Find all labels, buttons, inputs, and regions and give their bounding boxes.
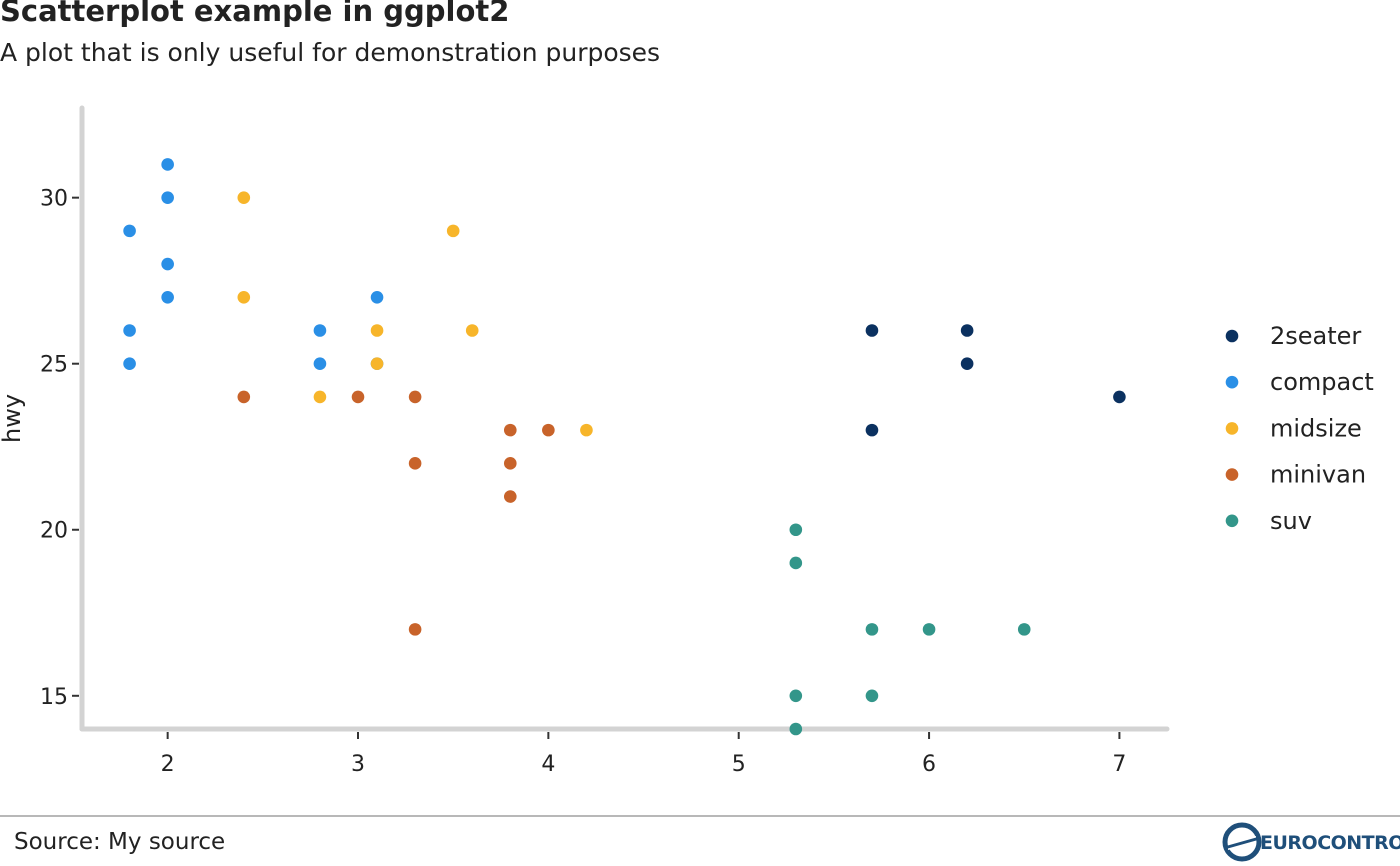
data-point-suv xyxy=(865,689,879,703)
data-point-midsize xyxy=(370,357,384,371)
data-point-suv xyxy=(789,722,803,736)
data-point-compact xyxy=(313,324,327,337)
legend-label-midsize: midsize xyxy=(1270,414,1362,442)
x-tick-label: 2 xyxy=(161,752,175,777)
data-point-compact xyxy=(161,257,174,271)
legend-label-minivan: minivan xyxy=(1270,461,1366,489)
data-point-midsize xyxy=(237,290,251,304)
legend-label-2seater: 2seater xyxy=(1270,322,1361,350)
chart-title: Scatterplot example in ggplot2 xyxy=(0,0,510,28)
data-point-compact xyxy=(123,224,136,238)
x-tick-label: 6 xyxy=(922,752,936,777)
data-point-compact xyxy=(370,290,384,304)
chart-caption: Source: My source xyxy=(14,829,226,855)
x-tick-label: 3 xyxy=(351,752,365,777)
data-point-compact xyxy=(123,357,136,371)
data-point-compact xyxy=(161,191,174,204)
data-point-compact xyxy=(161,158,174,171)
data-point-suv xyxy=(789,523,803,537)
x-tick-label: 7 xyxy=(1112,752,1126,777)
data-point-suv xyxy=(789,556,803,570)
data-point-midsize xyxy=(465,324,479,337)
footer-divider xyxy=(0,815,1400,817)
data-point-suv xyxy=(789,689,803,703)
data-point-minivan xyxy=(542,423,555,437)
data-point-midsize xyxy=(313,390,327,404)
data-point-minivan xyxy=(408,390,422,404)
data-point-compact xyxy=(123,324,136,337)
y-tick-label: 30 xyxy=(40,187,68,212)
data-point-2seater xyxy=(1113,390,1126,404)
data-point-minivan xyxy=(503,490,517,503)
legend-key-midsize xyxy=(1225,422,1239,435)
eurocontrol-logo: EUROCONTROL xyxy=(1222,822,1400,862)
y-tick-label: 20 xyxy=(40,519,68,544)
data-point-minivan xyxy=(351,390,365,404)
data-point-2seater xyxy=(960,357,974,371)
eurocontrol-emblem-icon xyxy=(1222,822,1262,862)
data-point-suv xyxy=(1017,623,1031,636)
chart-subtitle: A plot that is only useful for demonstra… xyxy=(0,38,661,67)
legend-key-minivan xyxy=(1225,468,1239,481)
data-point-minivan xyxy=(237,390,251,404)
scatter-plot: 2 3 4 5 6 7 15 20 25 30 hwy 2seater compact midsize m… xyxy=(0,105,1374,777)
x-tick-label: 4 xyxy=(541,752,555,777)
data-point-2seater xyxy=(960,324,974,337)
logo-text: EUROCONTROL xyxy=(1260,832,1400,854)
data-point-midsize xyxy=(446,224,460,238)
legend-key-suv xyxy=(1225,514,1239,528)
data-point-minivan xyxy=(503,423,517,437)
legend-key-compact xyxy=(1225,375,1239,389)
data-point-compact xyxy=(313,357,327,371)
legend-label-compact: compact xyxy=(1270,368,1374,396)
data-point-minivan xyxy=(503,457,517,470)
data-point-minivan xyxy=(408,623,422,636)
data-point-suv xyxy=(922,623,936,636)
data-point-midsize xyxy=(580,423,593,437)
legend-label-suv: suv xyxy=(1270,507,1312,535)
y-tick-label: 25 xyxy=(40,353,68,378)
data-point-midsize xyxy=(237,191,251,204)
data-point-minivan xyxy=(408,457,422,470)
legend-key-2seater xyxy=(1225,329,1239,343)
y-tick-label: 15 xyxy=(40,685,68,710)
data-point-compact xyxy=(161,290,174,304)
data-point-suv xyxy=(865,623,879,636)
data-point-2seater xyxy=(865,423,879,437)
data-points xyxy=(123,158,1126,736)
legend: 2seater compact midsize minivan suv xyxy=(1225,322,1374,535)
data-point-2seater xyxy=(865,324,879,337)
y-axis-label: hwy xyxy=(0,394,26,443)
data-point-midsize xyxy=(370,324,384,337)
axes: 2 3 4 5 6 7 15 20 25 30 hwy xyxy=(0,105,1170,777)
x-tick-label: 5 xyxy=(732,752,746,777)
